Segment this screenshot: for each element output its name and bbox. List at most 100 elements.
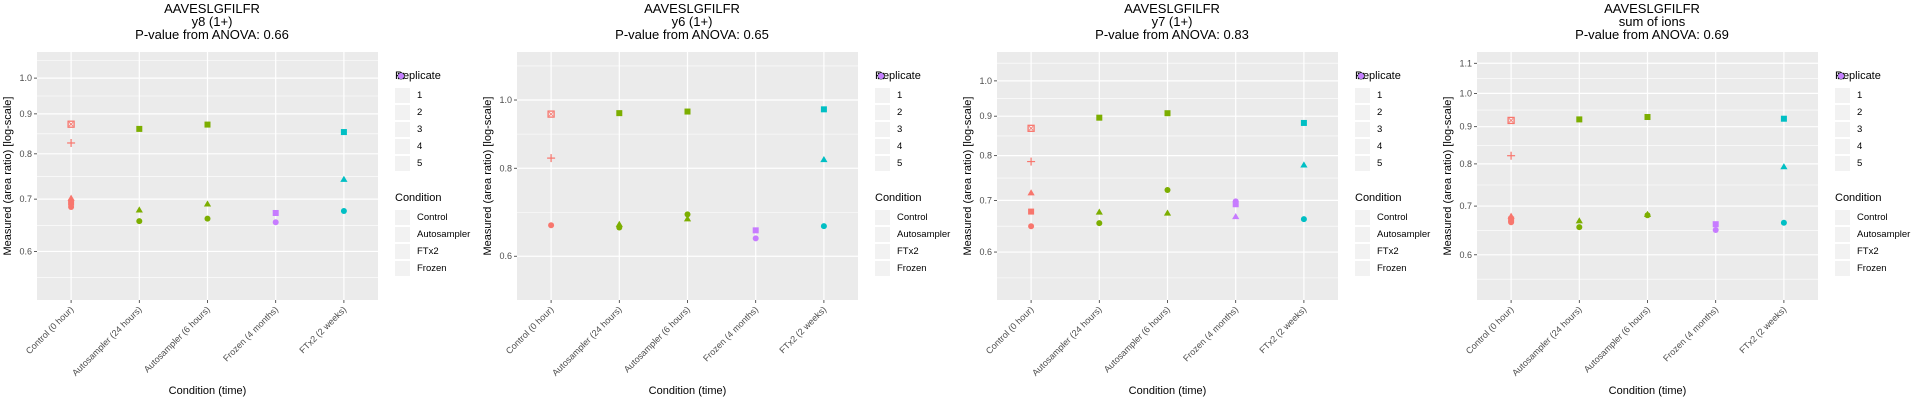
data-point	[820, 106, 827, 113]
data-point	[204, 215, 211, 222]
pvalue-label: P-value from ANOVA: 0.65	[615, 27, 769, 42]
legend-key	[395, 73, 410, 259]
data-point	[1095, 208, 1103, 215]
legend-item-replicate: 5	[875, 72, 950, 172]
legend-title-condition: Condition	[875, 192, 922, 204]
legend-label: 4	[1377, 141, 1383, 152]
data-point	[1712, 226, 1719, 233]
data-point	[67, 120, 75, 128]
data-point	[1644, 114, 1651, 121]
data-point	[1232, 212, 1240, 220]
chart-panel: AAVESLGFILFR sum of ions P-value from ANOV…	[1440, 0, 1920, 400]
legend-key	[395, 73, 410, 103]
chart-title: AAVESLGFILFR	[1604, 1, 1700, 16]
plot-svg: 0.6 0.8 1.0 Control (0 hour)Autosampler (24…	[482, 52, 858, 397]
legend-item-replicate: 1	[875, 73, 950, 104]
legend-key	[1355, 72, 1370, 171]
legend-item-replicate: 3	[1355, 73, 1430, 138]
x-tick-label: Autosampler (24 hours)	[70, 304, 144, 378]
x-axis-title: Condition (time)	[649, 385, 727, 397]
data-point	[1027, 189, 1035, 196]
legend-key	[875, 73, 890, 276]
legend-item-replicate: 5	[1835, 72, 1910, 172]
legend: Replicate 1 2 3 4 5 Condition Control Autosample…	[875, 70, 950, 277]
legend-item-replicate: 3	[875, 73, 950, 138]
legend-key	[1835, 73, 1850, 276]
legend-item-condition: Control	[1835, 73, 1910, 226]
legend-key	[1835, 73, 1850, 259]
legend-label: FTx2	[897, 246, 919, 257]
legend-label: Control	[897, 212, 928, 223]
legend-key	[875, 73, 890, 225]
data-point	[340, 207, 347, 214]
data-point	[1508, 216, 1515, 223]
x-tick-label: Control (0 hour)	[1464, 304, 1516, 356]
legend-label: 5	[1857, 158, 1863, 169]
legend-key	[1835, 73, 1850, 225]
chart-title: AAVESLGFILFR	[1124, 1, 1220, 16]
legend-title-condition: Condition	[1355, 192, 1402, 204]
legend-key	[1835, 73, 1850, 137]
circle-icon	[878, 73, 884, 79]
legend-label: Autosampler	[897, 229, 951, 240]
data-point	[1780, 115, 1787, 122]
legend-label: Control	[417, 212, 448, 223]
legend-label: 5	[1377, 158, 1383, 169]
chart-title: AAVESLGFILFR	[164, 1, 260, 16]
x-tick-label: Autosampler (6 hours)	[1102, 304, 1172, 374]
legend-key	[1355, 73, 1370, 276]
chart-subtitle: y6 (1+)	[671, 14, 713, 29]
legend-key	[875, 73, 890, 137]
chart-panel: AAVESLGFILFR y6 (1+) P-value from ANOVA: 0…	[480, 0, 960, 400]
data-point	[1163, 209, 1172, 216]
legend-label: 3	[1857, 124, 1863, 135]
chart-panel: AAVESLGFILFR y8 (1+) P-value from ANOVA: 0…	[0, 0, 480, 400]
legend-item-replicate: 4	[875, 72, 950, 155]
legend-label: 2	[417, 107, 423, 118]
legend-item-condition: Control	[395, 73, 470, 226]
x-axis-title: Condition (time)	[169, 385, 247, 397]
data-point	[272, 209, 279, 216]
x-tick-label: Autosampler (6 hours)	[622, 304, 692, 374]
legend-label: 2	[1857, 107, 1863, 118]
legend-item-replicate: 2	[875, 73, 950, 121]
data-point	[67, 138, 76, 147]
legend-key	[1355, 73, 1370, 137]
data-point	[340, 129, 347, 136]
y-tick-label: 0.7	[979, 195, 992, 205]
legend-label: FTx2	[417, 246, 439, 257]
y-tick-label: 1.0	[19, 73, 32, 83]
legend-label: 1	[1857, 90, 1863, 101]
x-tick-label: Frozen (4 months)	[1661, 304, 1720, 363]
legend-item-replicate: 3	[1835, 73, 1910, 138]
y-tick-label: 1.1	[1459, 58, 1472, 68]
legend-label: 3	[897, 124, 903, 135]
legend-item-replicate: 2	[395, 73, 470, 121]
y-tick-label: 1.0	[1459, 88, 1472, 98]
y-axis-title: Measured (area ratio) [log-scale]	[962, 97, 974, 256]
legend-label: FTx2	[1377, 246, 1399, 257]
legend-item-replicate: 5	[395, 72, 470, 172]
legend-label: Frozen	[1377, 263, 1407, 274]
legend-key	[395, 73, 410, 225]
legend-key	[1355, 73, 1370, 259]
data-point	[752, 235, 759, 242]
data-point	[1300, 216, 1307, 223]
legend-key	[395, 73, 410, 120]
x-tick-label: Autosampler (24 hours)	[1510, 304, 1584, 378]
legend-key	[1835, 72, 1850, 171]
legend-label: Frozen	[417, 263, 447, 274]
legend-label: 1	[417, 90, 423, 101]
data-point	[1576, 116, 1583, 123]
pvalue-label: P-value from ANOVA: 0.83	[1095, 27, 1249, 42]
data-point	[684, 211, 691, 218]
x-tick-label: Autosampler (24 hours)	[550, 304, 624, 378]
x-tick-label: Frozen (4 months)	[701, 304, 760, 363]
data-point	[547, 110, 555, 118]
data-point	[340, 175, 348, 182]
x-axis-title: Condition (time)	[1129, 385, 1207, 397]
legend-key	[875, 72, 890, 154]
data-point	[1780, 219, 1787, 226]
data-point	[1028, 223, 1035, 230]
